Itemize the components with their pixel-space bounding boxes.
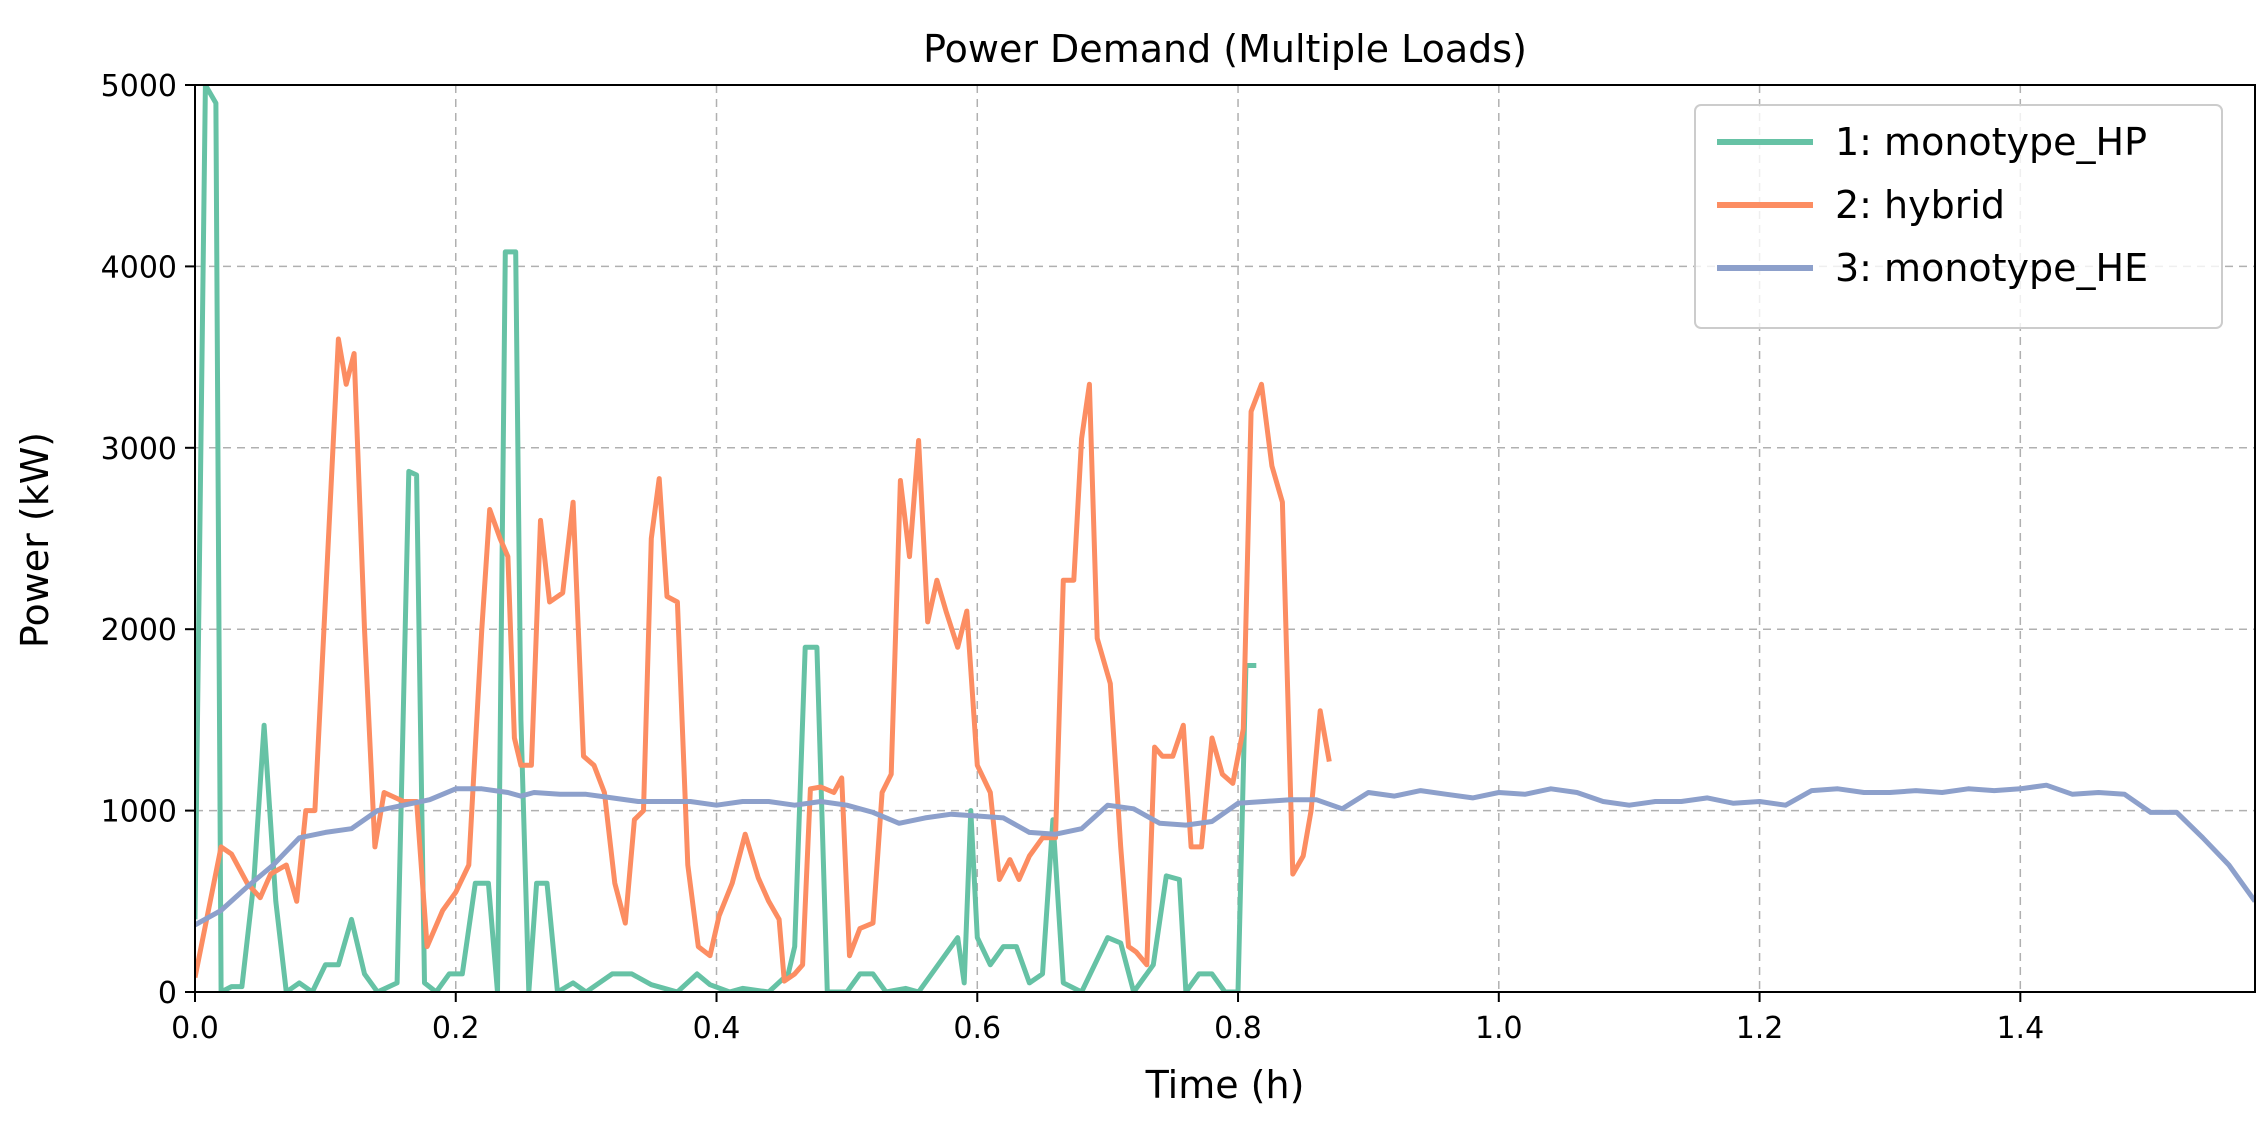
tick-layer: 0.0 0.2 0.4 0.6 0.8 1.0 1.2 1.4 0 1000 2000 3000 400…	[101, 69, 2045, 1046]
chart-title: Power Demand (Multiple Loads)	[923, 27, 1527, 71]
x-tick-label: 0.0	[171, 1011, 219, 1046]
series-line-3	[195, 782, 2255, 928]
y-tick-label: 2000	[101, 613, 177, 648]
y-tick-label: 0	[158, 976, 177, 1011]
x-tick-label: 1.0	[1475, 1011, 1523, 1046]
y-tick-label: 3000	[101, 432, 177, 467]
x-tick-label: 0.8	[1214, 1011, 1262, 1046]
y-axis-label: Power (kW)	[13, 432, 57, 648]
series-line-1	[195, 85, 1257, 992]
x-axis-label: Time (h)	[1145, 1063, 1305, 1107]
y-tick-label: 4000	[101, 250, 177, 285]
x-tick-label: 0.4	[693, 1011, 741, 1046]
legend-label: 1: monotype_HP	[1835, 120, 2147, 164]
legend: 1: monotype_HP 2: hybrid 3: monotype_HE	[1694, 104, 2223, 329]
legend-label: 2: hybrid	[1835, 183, 2005, 227]
y-tick-label: 1000	[101, 795, 177, 830]
x-tick-label: 1.2	[1736, 1011, 1784, 1046]
x-tick-label: 0.6	[953, 1011, 1001, 1046]
legend-label: 3: monotype_HE	[1835, 246, 2148, 290]
legend-box	[1694, 104, 2223, 329]
x-tick-label: 1.4	[1996, 1011, 2044, 1046]
y-tick-label: 5000	[101, 69, 177, 104]
series-layer	[195, 85, 2255, 992]
x-tick-label: 0.2	[432, 1011, 480, 1046]
series-line-2	[195, 336, 1332, 984]
plot-frame	[194, 84, 2256, 993]
